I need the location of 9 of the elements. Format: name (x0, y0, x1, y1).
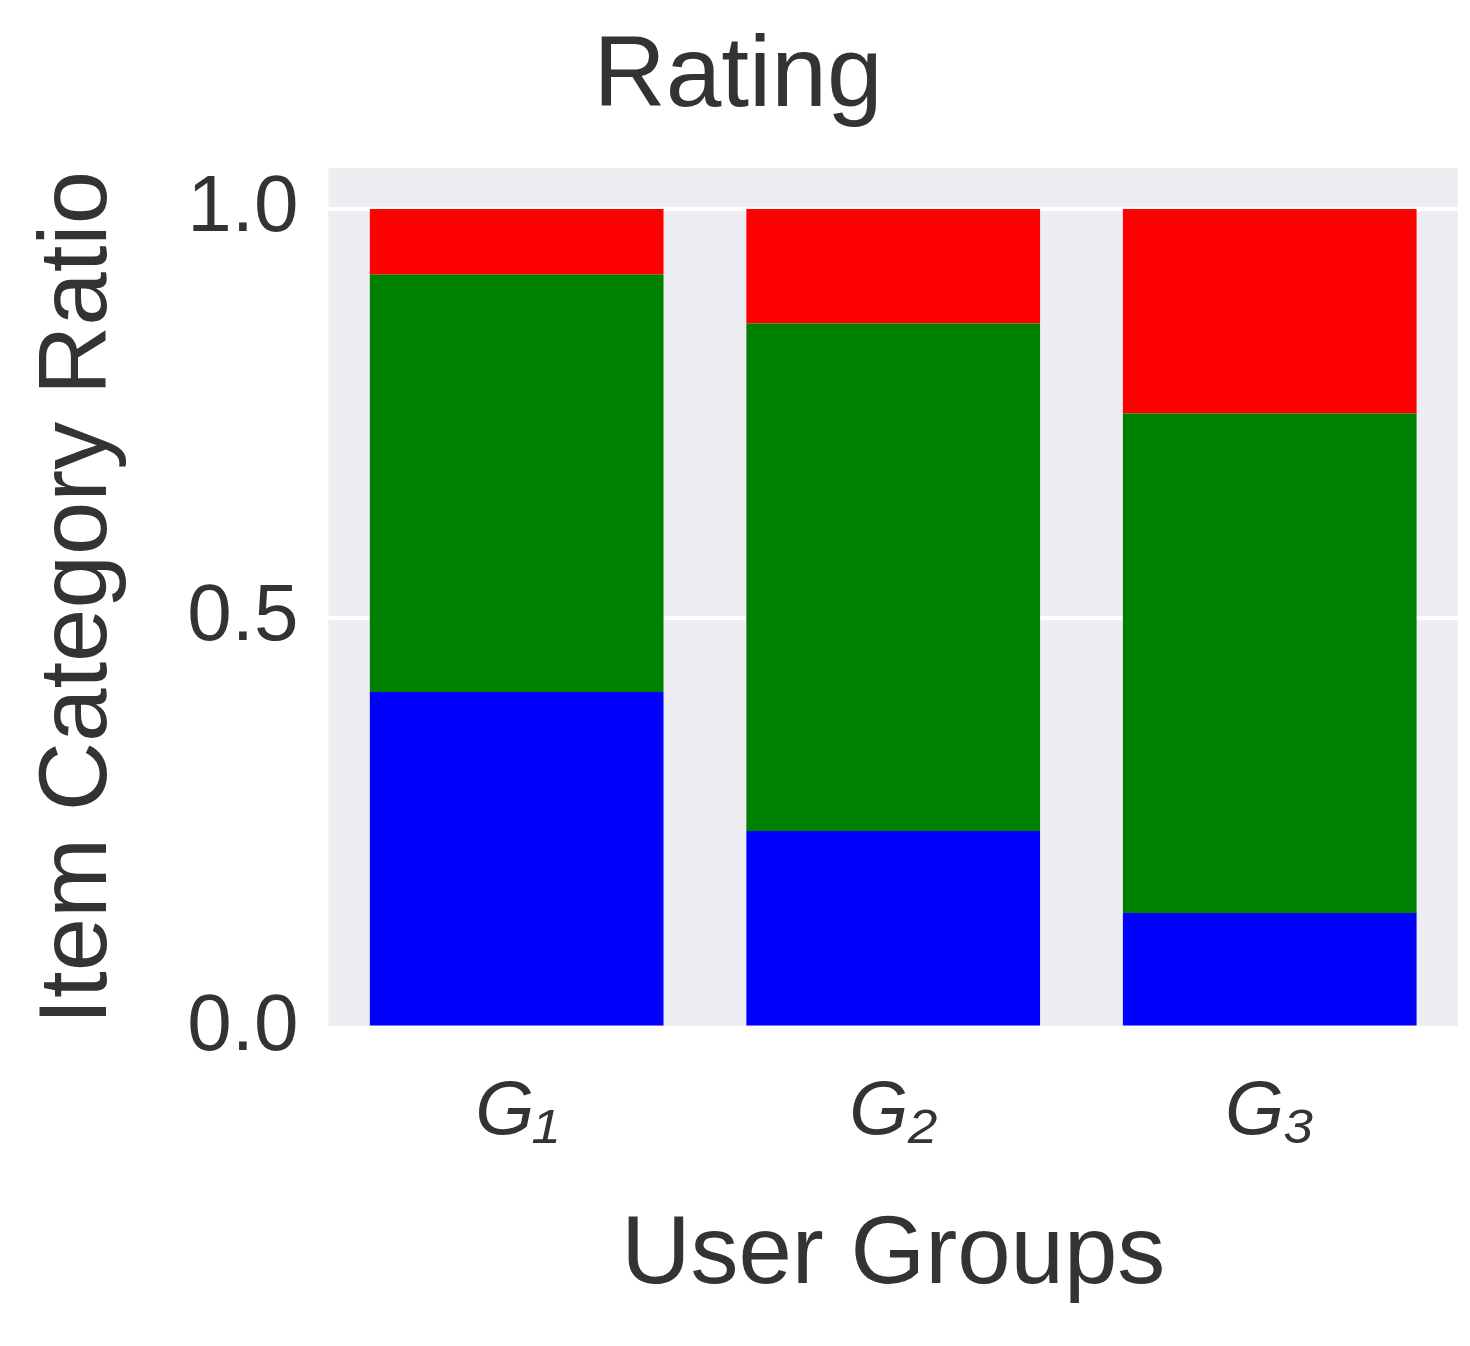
y-tick-label: 0.0 (187, 977, 299, 1067)
x-tick-label: G₃ (1225, 1065, 1315, 1151)
y-tick-label: 0.5 (187, 568, 299, 658)
y-axis-title: Item Category Ratio (19, 170, 127, 1025)
y-tick-label: 1.0 (187, 159, 299, 248)
x-axis-title: User Groups (621, 1195, 1166, 1303)
x-tick-label: G₂ (849, 1065, 938, 1151)
x-tick-label: G₁ (475, 1065, 559, 1151)
chart-title: Rating (593, 14, 883, 127)
